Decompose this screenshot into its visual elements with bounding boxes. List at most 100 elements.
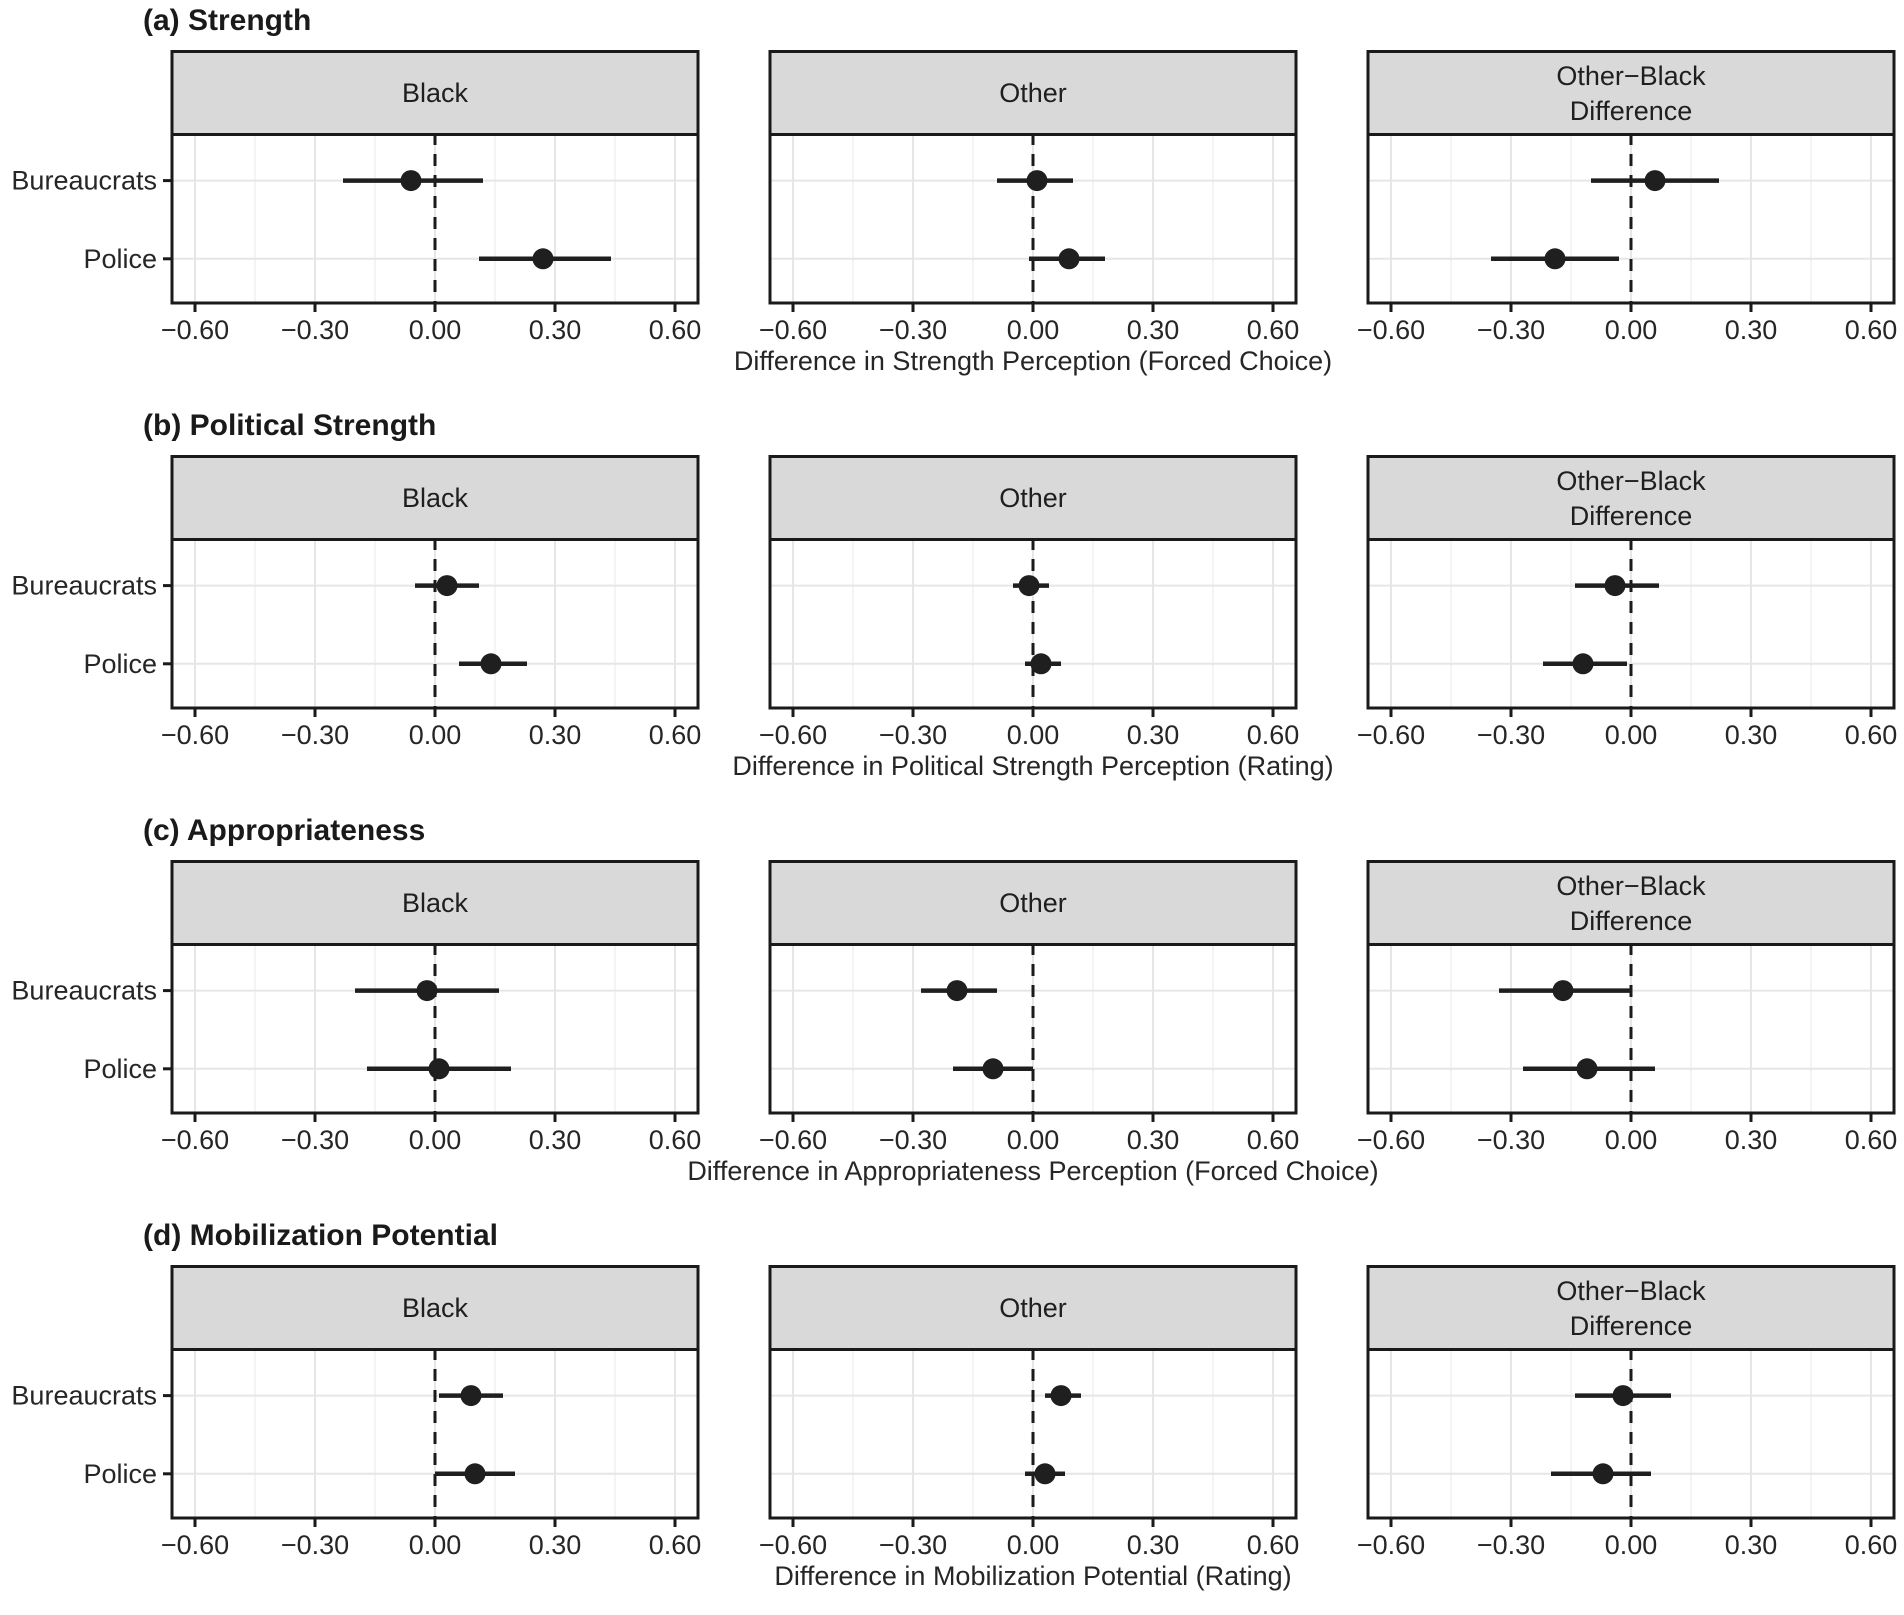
panel-a-axis-title: Difference in Strength Perception (Force… xyxy=(733,346,1333,376)
x-tick-label: −0.60 xyxy=(759,720,827,747)
x-tick-label: −0.30 xyxy=(1477,315,1545,342)
panel-b-heading: (b) Political Strength xyxy=(143,409,437,442)
x-tick-label: 0.00 xyxy=(1605,1530,1658,1557)
point-estimate-bureaucrats xyxy=(1644,170,1666,192)
facet-strip-label: Other xyxy=(999,78,1067,108)
point-estimate-bureaucrats xyxy=(1050,1385,1072,1407)
x-tick-label: 0.00 xyxy=(409,315,462,342)
x-tick-label: 0.30 xyxy=(1725,720,1778,747)
x-tick-label: −0.60 xyxy=(1357,1125,1425,1152)
x-tick-label: 0.60 xyxy=(1845,1530,1898,1557)
point-estimate-police xyxy=(464,1463,486,1485)
point-estimate-bureaucrats xyxy=(1604,575,1626,597)
x-tick-label: 0.60 xyxy=(649,1530,702,1557)
point-estimate-police xyxy=(480,653,502,675)
x-tick-label: −0.60 xyxy=(161,315,229,342)
facet-strip-label: Other−Black Difference xyxy=(1556,1276,1706,1341)
x-tick-label: 0.30 xyxy=(1725,315,1778,342)
facet-panel-black: Black −0.60 −0.30 0.00 0.30 0.60 xyxy=(161,455,701,750)
x-tick-label: −0.30 xyxy=(281,315,349,342)
point-estimate-police xyxy=(1544,248,1566,270)
facet-strip-label: Other−Black Difference xyxy=(1556,871,1706,936)
panel-b-axis-title: Difference in Political Strength Percept… xyxy=(732,751,1334,781)
x-tick-label: 0.30 xyxy=(529,1125,582,1152)
facet-strip xyxy=(768,50,1298,136)
x-tick-label: 0.00 xyxy=(1007,1125,1060,1152)
panel-d-chart: Black −0.60 −0.30 0.00 0.30 0.60 Other −0.60 −0.… xyxy=(0,1265,1904,1560)
x-tick-label: 0.30 xyxy=(1725,1125,1778,1152)
row-svg: Black −0.60 −0.30 0.00 0.30 0.60 Other −0.60 −0.… xyxy=(11,1265,1898,1560)
x-tick-label: 0.30 xyxy=(529,720,582,747)
facet-panel-other: Other −0.60 −0.30 0.00 0.30 0.60 xyxy=(759,860,1299,1155)
panel-c-axis-title: Difference in Appropriateness Perception… xyxy=(687,1156,1379,1186)
facet-strip xyxy=(1366,455,1896,541)
facet-strip xyxy=(1366,1265,1896,1351)
facet-panel-other-black-difference: Other−Black Difference −0.60 −0.30 0.00 0.30 0… xyxy=(1357,50,1897,345)
facet-strip xyxy=(1366,860,1896,946)
x-tick-label: −0.30 xyxy=(1477,720,1545,747)
point-estimate-police xyxy=(532,248,554,270)
y-axis-label-police: Police xyxy=(83,649,157,679)
x-tick-label: −0.60 xyxy=(759,1530,827,1557)
x-tick-label: 0.30 xyxy=(529,315,582,342)
panel-d-axis-title: Difference in Mobilization Potential (Ra… xyxy=(774,1561,1292,1591)
panel-a: (a) Strength Black −0.60 −0.30 0.00 0.30 0.60… xyxy=(0,0,1904,400)
y-axis-label-bureaucrats: Bureaucrats xyxy=(11,1381,157,1411)
x-tick-label: 0.00 xyxy=(1007,720,1060,747)
facet-strip-label: Black xyxy=(402,78,469,108)
x-tick-label: −0.30 xyxy=(879,720,947,747)
x-tick-label: 0.30 xyxy=(1127,720,1180,747)
x-tick-label: 0.60 xyxy=(649,315,702,342)
point-estimate-police xyxy=(1034,1463,1056,1485)
x-tick-label: −0.60 xyxy=(161,1530,229,1557)
x-tick-label: −0.30 xyxy=(1477,1125,1545,1152)
panel-d-heading: (d) Mobilization Potential xyxy=(143,1219,498,1252)
facet-panel-other-black-difference: Other−Black Difference −0.60 −0.30 0.00 0.30 0… xyxy=(1357,860,1898,1155)
x-tick-label: 0.00 xyxy=(1007,1530,1060,1557)
x-tick-label: 0.00 xyxy=(1605,1125,1658,1152)
x-tick-label: 0.00 xyxy=(1605,720,1658,747)
y-axis-label-bureaucrats: Bureaucrats xyxy=(11,571,157,601)
point-estimate-bureaucrats xyxy=(1026,170,1048,192)
y-axis-label-police: Police xyxy=(83,1054,157,1084)
x-tick-label: −0.30 xyxy=(281,1125,349,1152)
facet-strip-label: Other xyxy=(999,888,1067,918)
facet-strip-label: Other xyxy=(999,483,1067,513)
point-estimate-police xyxy=(1572,653,1594,675)
x-tick-label: 0.00 xyxy=(1007,315,1060,342)
x-tick-label: 0.60 xyxy=(1845,1125,1898,1152)
x-tick-label: 0.30 xyxy=(529,1530,582,1557)
panel-b-chart: Black −0.60 −0.30 0.00 0.30 0.60 Other −0.60 −0.… xyxy=(0,455,1904,750)
facet-strip xyxy=(170,1265,700,1351)
y-axis-label-police: Police xyxy=(83,244,157,274)
x-tick-label: −0.60 xyxy=(161,720,229,747)
point-estimate-bureaucrats xyxy=(1612,1385,1634,1407)
facet-strip xyxy=(170,860,700,946)
x-tick-label: −0.60 xyxy=(1357,315,1425,342)
facet-panel-other: Other −0.60 −0.30 0.00 0.30 0.60 xyxy=(759,50,1299,345)
facet-panel-black: Black −0.60 −0.30 0.00 0.30 0.60 xyxy=(161,50,702,345)
point-estimate-bureaucrats xyxy=(1552,980,1574,1002)
panel-c-heading: (c) Appropriateness xyxy=(143,814,426,847)
x-tick-label: −0.60 xyxy=(1357,1530,1425,1557)
facet-strip-label: Black xyxy=(402,888,469,918)
x-tick-label: 0.00 xyxy=(409,1125,462,1152)
y-axis-label-police: Police xyxy=(83,1459,157,1489)
point-estimate-bureaucrats xyxy=(460,1385,482,1407)
x-tick-label: 0.60 xyxy=(1845,720,1898,747)
facet-strip xyxy=(768,455,1298,541)
facet-panel-other-black-difference: Other−Black Difference −0.60 −0.30 0.00 0.30 0… xyxy=(1357,455,1898,750)
panel-c-chart: Black −0.60 −0.30 0.00 0.30 0.60 Other −0.60 −0.… xyxy=(0,860,1904,1155)
point-estimate-police xyxy=(1592,1463,1614,1485)
y-axis-label-bureaucrats: Bureaucrats xyxy=(11,166,157,196)
facet-strip-label: Black xyxy=(402,1293,469,1323)
x-tick-label: 0.30 xyxy=(1127,315,1180,342)
row-svg: Black −0.60 −0.30 0.00 0.30 0.60 Other −0.60 −0.… xyxy=(11,455,1898,750)
x-tick-label: −0.60 xyxy=(759,315,827,342)
facet-panel-black: Black −0.60 −0.30 0.00 0.30 0.60 xyxy=(161,1265,702,1560)
x-tick-label: −0.60 xyxy=(759,1125,827,1152)
panel-a-heading: (a) Strength xyxy=(143,4,312,37)
point-estimate-police xyxy=(1576,1058,1598,1080)
x-tick-label: −0.60 xyxy=(161,1125,229,1152)
